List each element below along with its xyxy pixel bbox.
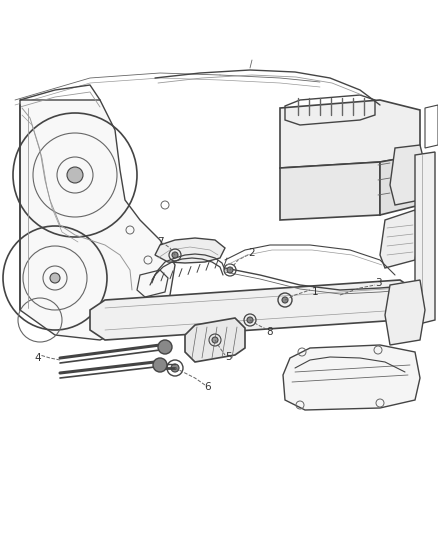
Circle shape bbox=[67, 167, 83, 183]
Text: 3: 3 bbox=[374, 278, 381, 288]
Polygon shape bbox=[385, 280, 425, 345]
Circle shape bbox=[212, 337, 218, 343]
Circle shape bbox=[50, 273, 60, 283]
Polygon shape bbox=[390, 145, 425, 205]
Polygon shape bbox=[90, 280, 415, 340]
Text: 6: 6 bbox=[205, 382, 211, 392]
Circle shape bbox=[282, 297, 288, 303]
Polygon shape bbox=[380, 210, 420, 268]
Circle shape bbox=[171, 364, 179, 372]
Text: 8: 8 bbox=[267, 327, 273, 337]
Polygon shape bbox=[155, 238, 225, 263]
Text: 2: 2 bbox=[249, 248, 255, 258]
Polygon shape bbox=[185, 318, 245, 362]
Circle shape bbox=[153, 358, 167, 372]
Text: 7: 7 bbox=[157, 237, 163, 247]
Circle shape bbox=[227, 267, 233, 273]
Text: 5: 5 bbox=[225, 352, 231, 362]
Polygon shape bbox=[283, 345, 420, 410]
Polygon shape bbox=[380, 155, 420, 215]
Circle shape bbox=[247, 317, 253, 323]
Text: 1: 1 bbox=[312, 287, 318, 297]
Polygon shape bbox=[415, 152, 435, 325]
Circle shape bbox=[172, 252, 178, 258]
Circle shape bbox=[158, 340, 172, 354]
Polygon shape bbox=[280, 162, 380, 220]
Polygon shape bbox=[280, 100, 420, 168]
Polygon shape bbox=[20, 100, 175, 340]
Text: 4: 4 bbox=[35, 353, 41, 363]
